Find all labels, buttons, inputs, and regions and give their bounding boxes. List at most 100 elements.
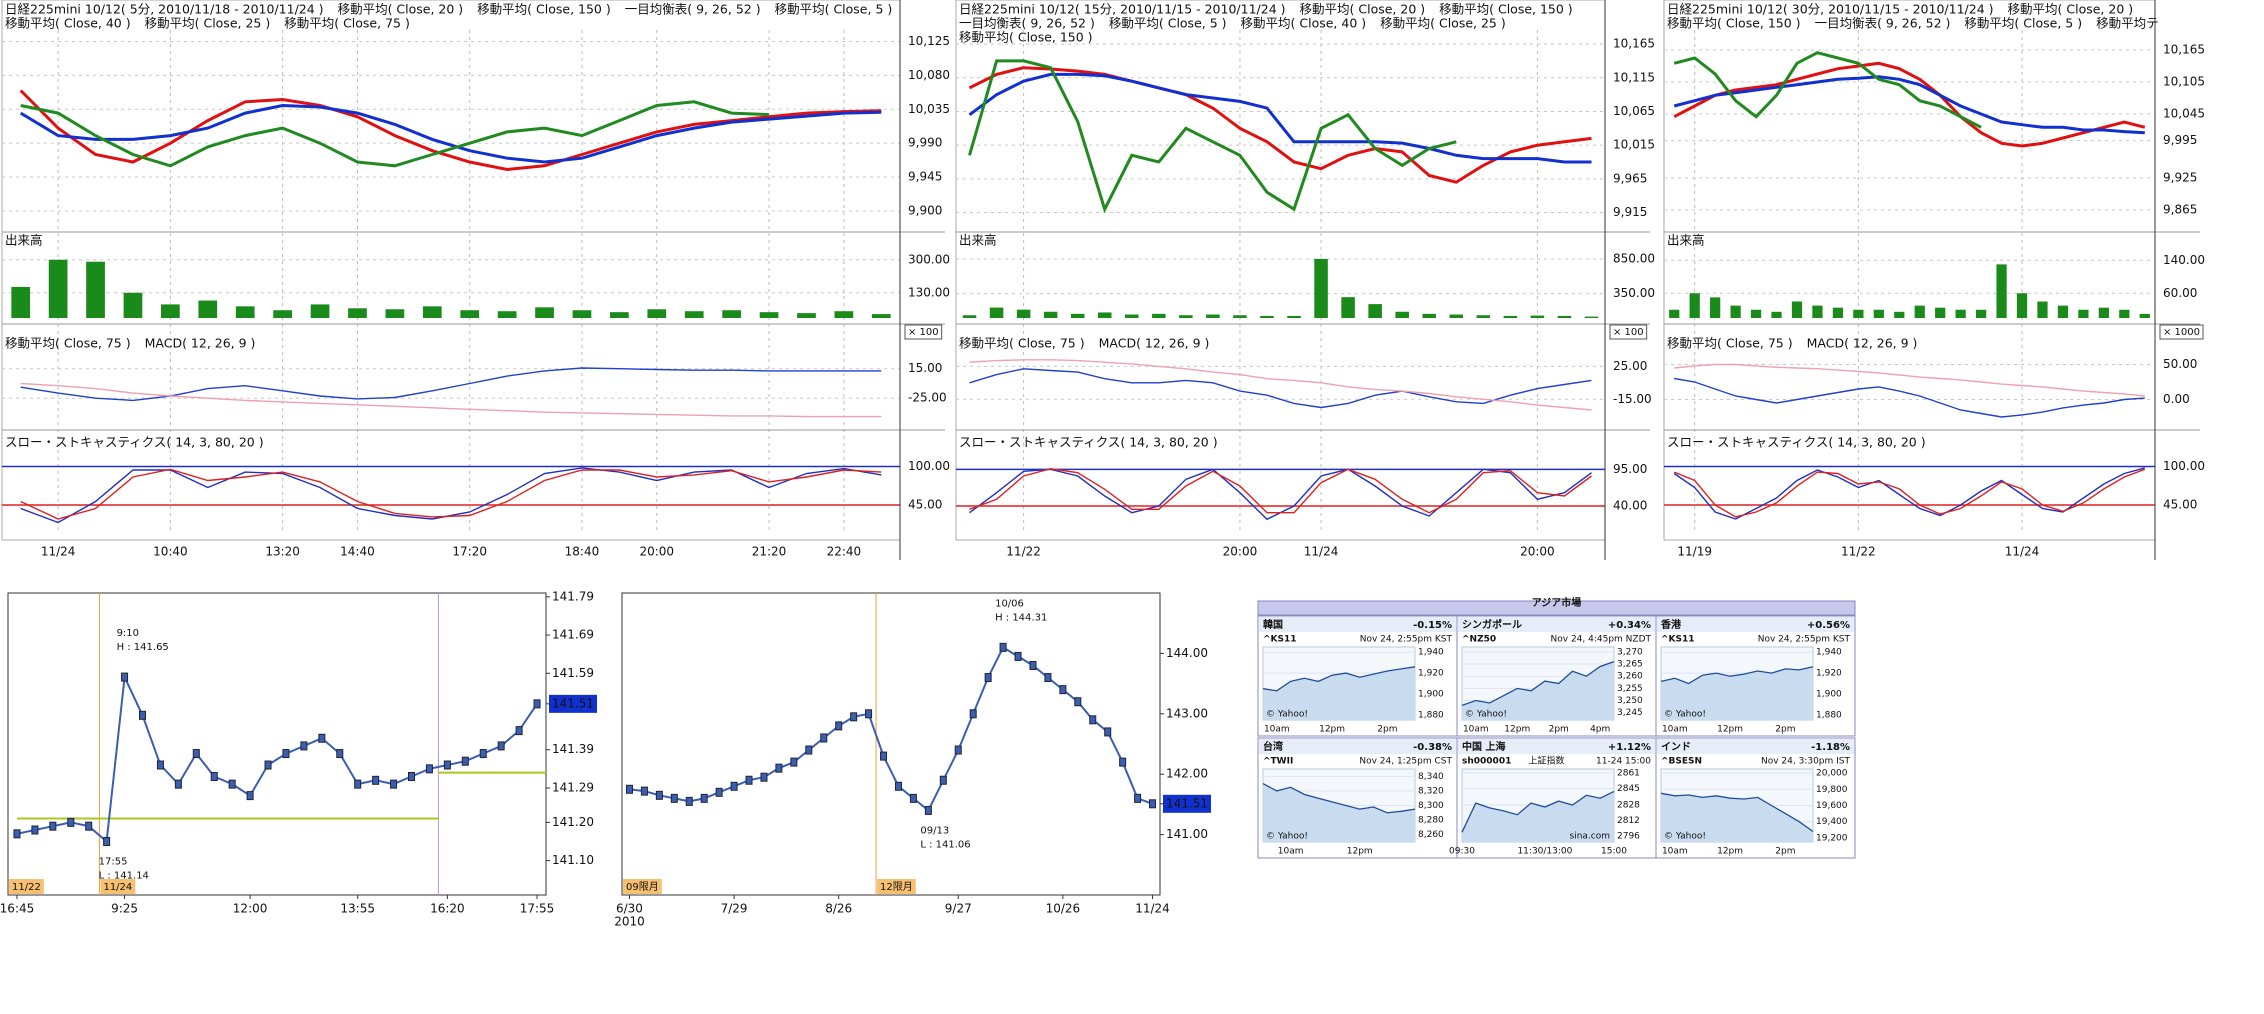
chart-title: 日経225mini 10/12( 30分, 2010/11/15 - 2010/… — [1667, 2, 1994, 17]
volume-bar — [1894, 311, 1905, 318]
annotation: 9:10 — [117, 628, 139, 639]
indicator-label: 移動平均( Close, 20 ) — [2008, 2, 2134, 17]
price-candle — [497, 741, 505, 751]
x-tick-label: 12pm — [1347, 847, 1373, 857]
annotation: H : 144.31 — [995, 612, 1047, 623]
indicator-label: 移動平均( Close, 25 ) — [1380, 16, 1506, 31]
panel-title: アジア市場 — [1532, 596, 1582, 609]
price-candle — [1014, 651, 1022, 661]
volume-bar — [161, 304, 180, 318]
y-tick-label: 3,250 — [1617, 696, 1643, 706]
series-line — [20, 467, 882, 524]
y-tick-label: 100.00 — [2163, 459, 2205, 473]
series-line — [1674, 377, 2145, 418]
index-line — [1262, 783, 1416, 814]
price-candle — [715, 787, 723, 797]
price-candle — [31, 825, 39, 835]
y-tick-label: 3,260 — [1617, 672, 1643, 682]
price-candle — [282, 749, 290, 759]
price-candle — [1074, 697, 1082, 707]
symbol: ^KS11 — [1661, 635, 1695, 645]
x-tick-label: 9:25 — [111, 902, 138, 916]
price-candle — [1089, 715, 1097, 725]
indicator-label: 移動平均( Close, 75 ) — [284, 16, 410, 31]
price-candle — [103, 836, 111, 846]
panel-label: 移動平均( Close, 75 ) — [1667, 336, 1793, 351]
x-tick-label: 11/19 — [1677, 545, 1712, 559]
cell-header — [1657, 739, 1854, 754]
volume-bar — [1287, 315, 1301, 318]
panel-label: スロー・ストキャスティクス( 14, 3, 80, 20 ) — [5, 435, 264, 450]
area-fill — [1462, 661, 1614, 720]
price-candle — [67, 817, 75, 827]
volume-bar — [871, 314, 891, 318]
y-tick-label: 1,880 — [1418, 710, 1444, 720]
unit-label: × 100 — [1613, 327, 1644, 338]
series-line — [20, 468, 882, 520]
volume-bar — [1043, 311, 1058, 318]
x-tick-label: 11/22 — [1841, 545, 1876, 559]
price-candle — [969, 709, 977, 719]
x-tick-label: 12pm — [1717, 725, 1743, 735]
current-price-box — [1163, 794, 1211, 813]
volume-bar — [1584, 316, 1599, 318]
price-line — [629, 645, 1153, 812]
x-tick-label: 9/27 — [945, 902, 972, 916]
indicator-label: 移動平均( Close, 5 ) — [775, 2, 893, 17]
volume-bar — [1669, 309, 1680, 318]
annotation: 10/06 — [995, 598, 1024, 609]
y-tick-label: 10,035 — [908, 102, 950, 116]
market-change: -0.38% — [1413, 742, 1452, 753]
volume-bar — [759, 312, 779, 318]
y-tick-label: -15.00 — [1613, 392, 1652, 406]
volume-bar — [460, 310, 480, 318]
price-candle — [700, 793, 708, 803]
y-tick-label: 3,265 — [1617, 660, 1643, 670]
period-label: 11/22 — [12, 882, 41, 893]
y-tick-label: 1,920 — [1418, 669, 1444, 679]
price-candle — [533, 699, 541, 709]
price-candle — [1044, 673, 1052, 683]
y-tick-label: 20,000 — [1816, 769, 1848, 779]
x-tick-label: 20:00 — [1223, 545, 1258, 559]
y-tick-label: 9,990 — [908, 136, 942, 150]
x-tick-label: 12pm — [1504, 725, 1530, 735]
series-line — [1674, 363, 2145, 397]
price-candle — [880, 751, 888, 761]
market-change: +0.34% — [1608, 620, 1651, 631]
indicator-label: 移動平均( Close, 5 ) — [1964, 16, 2082, 31]
price-candle — [139, 710, 146, 720]
y-tick-label: 9,915 — [1613, 205, 1647, 219]
symbol: ^TWII — [1263, 757, 1293, 767]
volume-bar — [1975, 309, 1987, 318]
x-tick-label: 7/29 — [721, 902, 748, 916]
y-tick-label: 19,200 — [1816, 833, 1848, 843]
y-tick-label: 10,045 — [2163, 107, 2205, 121]
x-tick-label: 17:20 — [452, 545, 487, 559]
chart-frame — [7, 592, 547, 896]
unit-box — [904, 324, 943, 340]
y-tick-label: 10,125 — [908, 34, 950, 48]
price-candle — [210, 771, 218, 781]
volume-bar — [310, 304, 330, 318]
series-line — [968, 59, 1457, 214]
indicator-label: 一目均衡表( 9, 26, 52 ) — [625, 2, 761, 17]
price-candle — [1119, 757, 1127, 767]
price-candle — [390, 779, 398, 789]
volume-bar — [1314, 258, 1328, 318]
indicator-label: 移動平均テ — [2096, 16, 2159, 31]
volume-bar — [1016, 309, 1031, 318]
y-tick-label: 40.00 — [1613, 499, 1647, 513]
volume-bar — [1070, 313, 1085, 318]
y-tick-label: 50.00 — [2163, 357, 2197, 371]
volume-bar — [1368, 304, 1382, 318]
volume-bar — [348, 308, 367, 318]
y-tick-label: 95.00 — [1613, 462, 1647, 476]
x-tick-label: 20:00 — [1520, 545, 1555, 559]
market-change: -0.15% — [1413, 620, 1452, 631]
price-candle — [835, 721, 843, 731]
timestamp: Nov 24, 3:30pm IST — [1761, 757, 1851, 767]
y-tick-label: 10,105 — [2163, 75, 2205, 89]
y-tick-label: 10,115 — [1613, 70, 1655, 84]
